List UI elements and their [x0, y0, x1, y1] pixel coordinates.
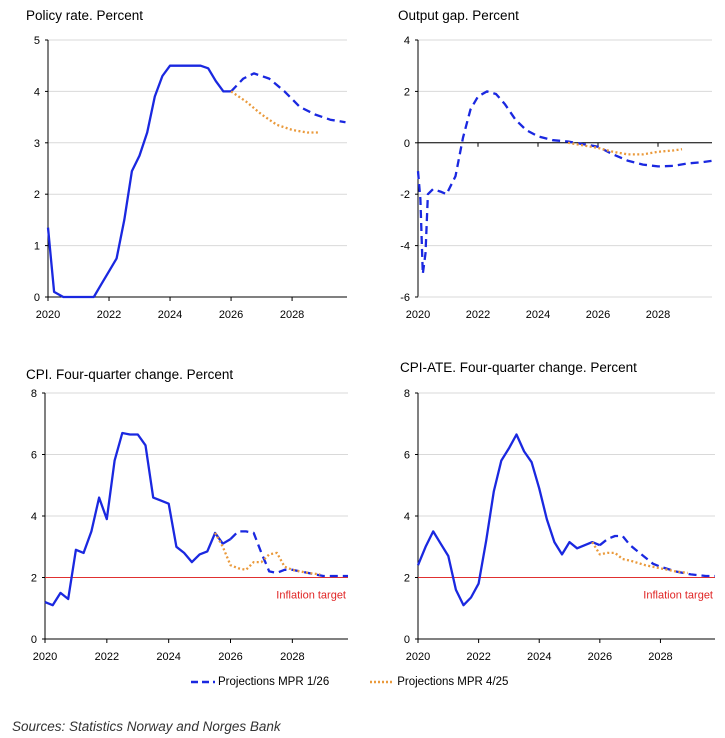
y-tick-label: 4	[404, 511, 410, 523]
chart-panel-3: CPI. Four-quarter change. Percent 0 2 4 6 8 20…	[26, 367, 348, 663]
y-tick-label: 6	[31, 450, 37, 462]
x-tick-label: 2022	[95, 651, 119, 663]
series-line-dashed	[229, 530, 348, 578]
y-tick-label: 3	[34, 138, 40, 150]
series-line-dotted	[214, 532, 321, 576]
chart-panel-4: CPI-ATE. Four-quarter change. Percent 0 2 4…	[400, 360, 715, 663]
y-tick-label: -6	[400, 292, 410, 304]
chart-title: Output gap. Percent	[398, 8, 519, 23]
series-line-dotted	[591, 541, 688, 575]
x-tick-label: 2020	[36, 309, 60, 321]
x-tick-label: 2024	[158, 309, 182, 321]
x-tick-label: 2026	[586, 309, 610, 321]
x-tick-label: 2024	[156, 651, 180, 663]
series-line-solid	[46, 64, 232, 299]
y-tick-label: 5	[34, 35, 40, 47]
series-line-dotted	[230, 90, 320, 134]
series-line-solid	[44, 431, 232, 607]
y-tick-label: -2	[400, 189, 410, 201]
legend-label-mpr126: Projections MPR 1/26	[218, 676, 330, 688]
x-tick-label: 2020	[406, 309, 430, 321]
x-tick-label: 2020	[406, 651, 430, 663]
series-line-dashed	[599, 534, 715, 578]
legend-swatch-dashed	[191, 680, 215, 684]
legend-label-mpr425: Projections MPR 4/25	[397, 676, 509, 688]
x-tick-label: 2028	[648, 651, 672, 663]
x-tick-label: 2028	[646, 309, 670, 321]
y-tick-label: 2	[34, 189, 40, 201]
chart-panel-1: Policy rate. Percent 0 1 2 3 4 5 2020 2022 2024 20…	[26, 8, 347, 321]
y-tick-label: 4	[31, 511, 37, 523]
chart-panel-2: Output gap. Percent -6 -4 -2 0 2 4 2020 2022 2024…	[398, 8, 713, 321]
y-tick-label: 4	[404, 35, 410, 47]
x-tick-label: 2022	[466, 309, 490, 321]
legend: Projections MPR 1/26 Projections MPR 4/2…	[190, 676, 548, 688]
chart-title: CPI. Four-quarter change. Percent	[26, 367, 233, 382]
legend-swatch-dotted	[370, 680, 395, 684]
series-line-dashed	[230, 72, 346, 124]
source-note: Sources: Statistics Norway and Norges Ba…	[12, 719, 281, 734]
y-tick-label: 4	[34, 86, 40, 98]
inflation-target-label: Inflation target	[643, 590, 713, 602]
inflation-target-label: Inflation target	[276, 590, 346, 602]
y-tick-label: 6	[404, 450, 410, 462]
x-tick-label: 2026	[588, 651, 612, 663]
y-tick-label: 8	[31, 388, 37, 400]
chart-title: CPI-ATE. Four-quarter change. Percent	[400, 360, 637, 375]
y-tick-label: 0	[404, 634, 410, 646]
y-tick-label: 2	[404, 86, 410, 98]
series-line-dotted	[567, 141, 683, 156]
legend-item-mpr126: Projections MPR 1/26	[190, 676, 329, 688]
series-line-solid	[416, 433, 601, 607]
x-tick-label: 2028	[280, 309, 304, 321]
series-line-dashed	[416, 90, 713, 276]
y-tick-label: 1	[34, 241, 40, 253]
chart-title: Policy rate. Percent	[26, 8, 143, 23]
x-tick-label: 2026	[219, 309, 243, 321]
x-tick-label: 2022	[97, 309, 121, 321]
x-tick-label: 2020	[33, 651, 57, 663]
x-tick-label: 2024	[526, 309, 550, 321]
y-tick-label: 0	[31, 634, 37, 646]
y-tick-label: 8	[404, 388, 410, 400]
x-tick-label: 2022	[466, 651, 490, 663]
y-tick-label: 2	[404, 573, 410, 585]
legend-item-mpr425: Projections MPR 4/25	[369, 676, 508, 688]
x-tick-label: 2028	[280, 651, 304, 663]
x-tick-label: 2026	[218, 651, 242, 663]
y-tick-label: -4	[400, 241, 410, 253]
y-tick-label: 0	[404, 138, 410, 150]
y-tick-label: 0	[34, 292, 40, 304]
x-tick-label: 2024	[527, 651, 551, 663]
y-tick-label: 2	[31, 573, 37, 585]
